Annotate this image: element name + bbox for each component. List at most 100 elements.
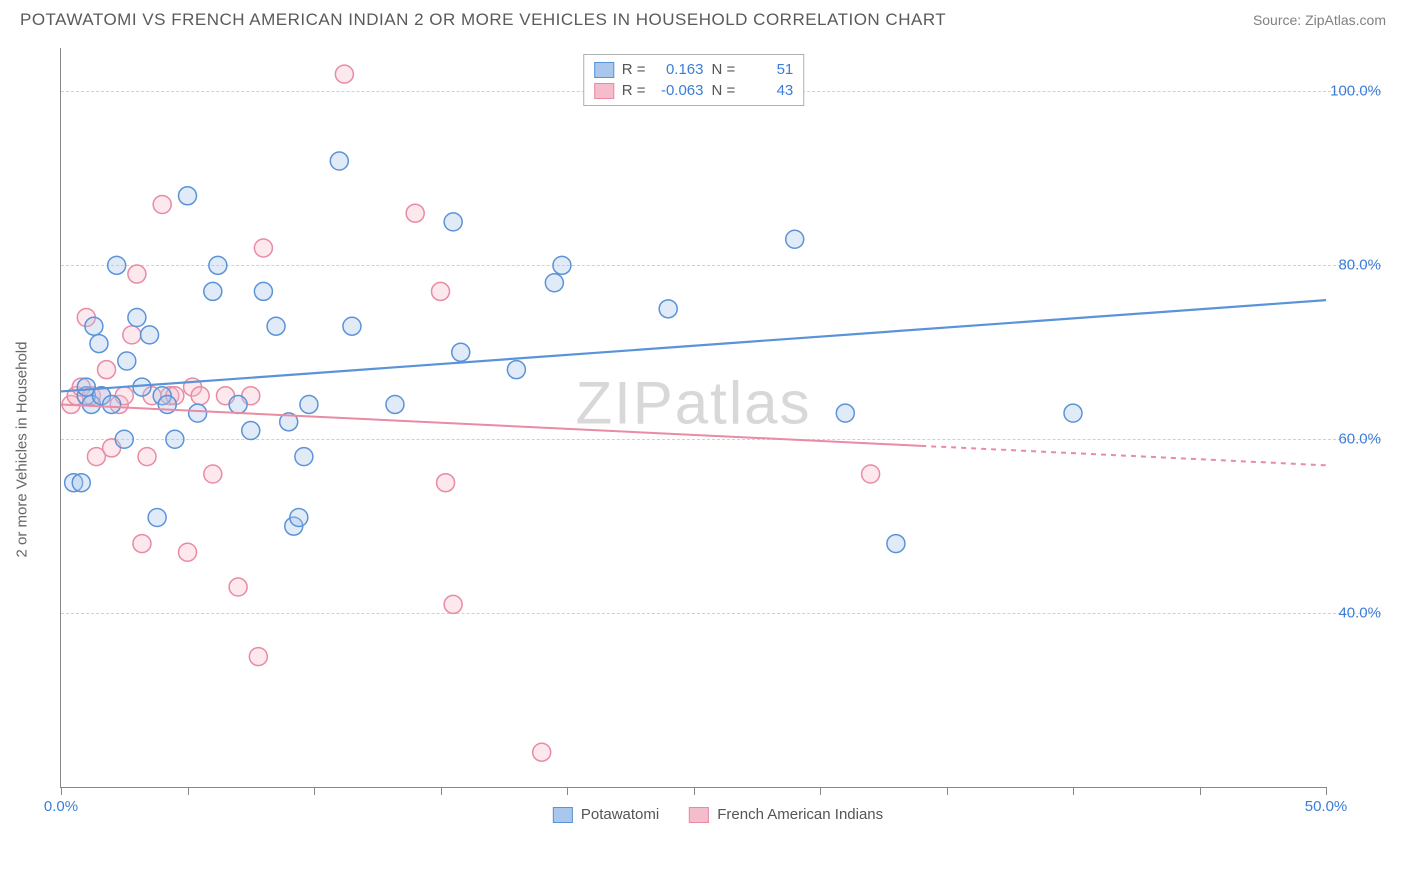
swatch-series2 [594,83,614,99]
x-tick [188,787,189,795]
x-tick [1200,787,1201,795]
y-tick-label: 40.0% [1338,605,1381,622]
data-point [330,152,348,170]
x-tick [61,787,62,795]
data-point [90,335,108,353]
stats-legend-box: R = 0.163 N = 51 R = -0.063 N = 43 [583,54,805,106]
n-value-series1: 51 [743,61,793,78]
swatch-series1-bottom [553,807,573,823]
data-point [887,535,905,553]
stats-row-series1: R = 0.163 N = 51 [594,59,794,80]
y-tick-label: 80.0% [1338,257,1381,274]
data-point [254,239,272,257]
data-point [209,256,227,274]
swatch-series1 [594,62,614,78]
data-point [189,404,207,422]
x-tick [1326,787,1327,795]
stats-row-series2: R = -0.063 N = 43 [594,80,794,101]
data-point [437,474,455,492]
legend-label-series2: French American Indians [717,806,883,823]
chart-title: POTAWATOMI VS FRENCH AMERICAN INDIAN 2 O… [20,10,946,30]
n-label: N = [712,61,736,78]
data-point [862,465,880,483]
trend-line [61,404,921,445]
data-point [108,256,126,274]
data-point [335,65,353,83]
n-value-series2: 43 [743,82,793,99]
data-point [343,317,361,335]
n-label: N = [712,82,736,99]
x-tick-label: 0.0% [44,798,78,815]
legend-item-series2: French American Indians [689,806,883,823]
data-point [553,256,571,274]
data-point [290,508,308,526]
swatch-series2-bottom [689,807,709,823]
trend-line [61,300,1326,391]
data-point [242,422,260,440]
data-point [295,448,313,466]
data-point [204,465,222,483]
x-tick [694,787,695,795]
data-point [1064,404,1082,422]
data-point [204,282,222,300]
trend-line-dashed [921,446,1326,465]
data-point [72,474,90,492]
data-point [444,213,462,231]
x-tick [314,787,315,795]
data-point [123,326,141,344]
x-tick [441,787,442,795]
data-point [386,395,404,413]
y-axis-label: 2 or more Vehicles in Household [14,341,31,557]
data-point [141,326,159,344]
bottom-legend: Potawatomi French American Indians [553,806,883,823]
source-attribution: Source: ZipAtlas.com [1253,12,1386,28]
data-point [103,395,121,413]
data-point [85,317,103,335]
data-point [249,648,267,666]
data-point [153,195,171,213]
data-point [545,274,563,292]
legend-item-series1: Potawatomi [553,806,659,823]
x-tick [567,787,568,795]
data-point [148,508,166,526]
plot-area: ZIPatlas 40.0%60.0%80.0%100.0% R = 0.163… [60,48,1326,788]
r-value-series1: 0.163 [654,61,704,78]
data-point [507,361,525,379]
data-point [138,448,156,466]
data-point [300,395,318,413]
chart-container: 2 or more Vehicles in Household ZIPatlas… [50,48,1386,833]
data-point [98,361,116,379]
x-tick [820,787,821,795]
legend-label-series1: Potawatomi [581,806,659,823]
data-point [432,282,450,300]
data-point [191,387,209,405]
scatter-plot-svg [61,48,1326,787]
x-tick [947,787,948,795]
y-tick-label: 60.0% [1338,431,1381,448]
data-point [133,535,151,553]
data-point [128,265,146,283]
chart-header: POTAWATOMI VS FRENCH AMERICAN INDIAN 2 O… [0,0,1406,38]
data-point [118,352,136,370]
data-point [659,300,677,318]
x-tick [1073,787,1074,795]
data-point [452,343,470,361]
data-point [179,543,197,561]
data-point [267,317,285,335]
data-point [254,282,272,300]
data-point [179,187,197,205]
y-tick-label: 100.0% [1330,83,1381,100]
r-label: R = [622,82,646,99]
data-point [115,430,133,448]
data-point [166,430,184,448]
r-value-series2: -0.063 [654,82,704,99]
data-point [786,230,804,248]
data-point [406,204,424,222]
data-point [533,743,551,761]
data-point [229,395,247,413]
data-point [229,578,247,596]
data-point [444,595,462,613]
data-point [128,309,146,327]
x-tick-label: 50.0% [1305,798,1348,815]
data-point [836,404,854,422]
